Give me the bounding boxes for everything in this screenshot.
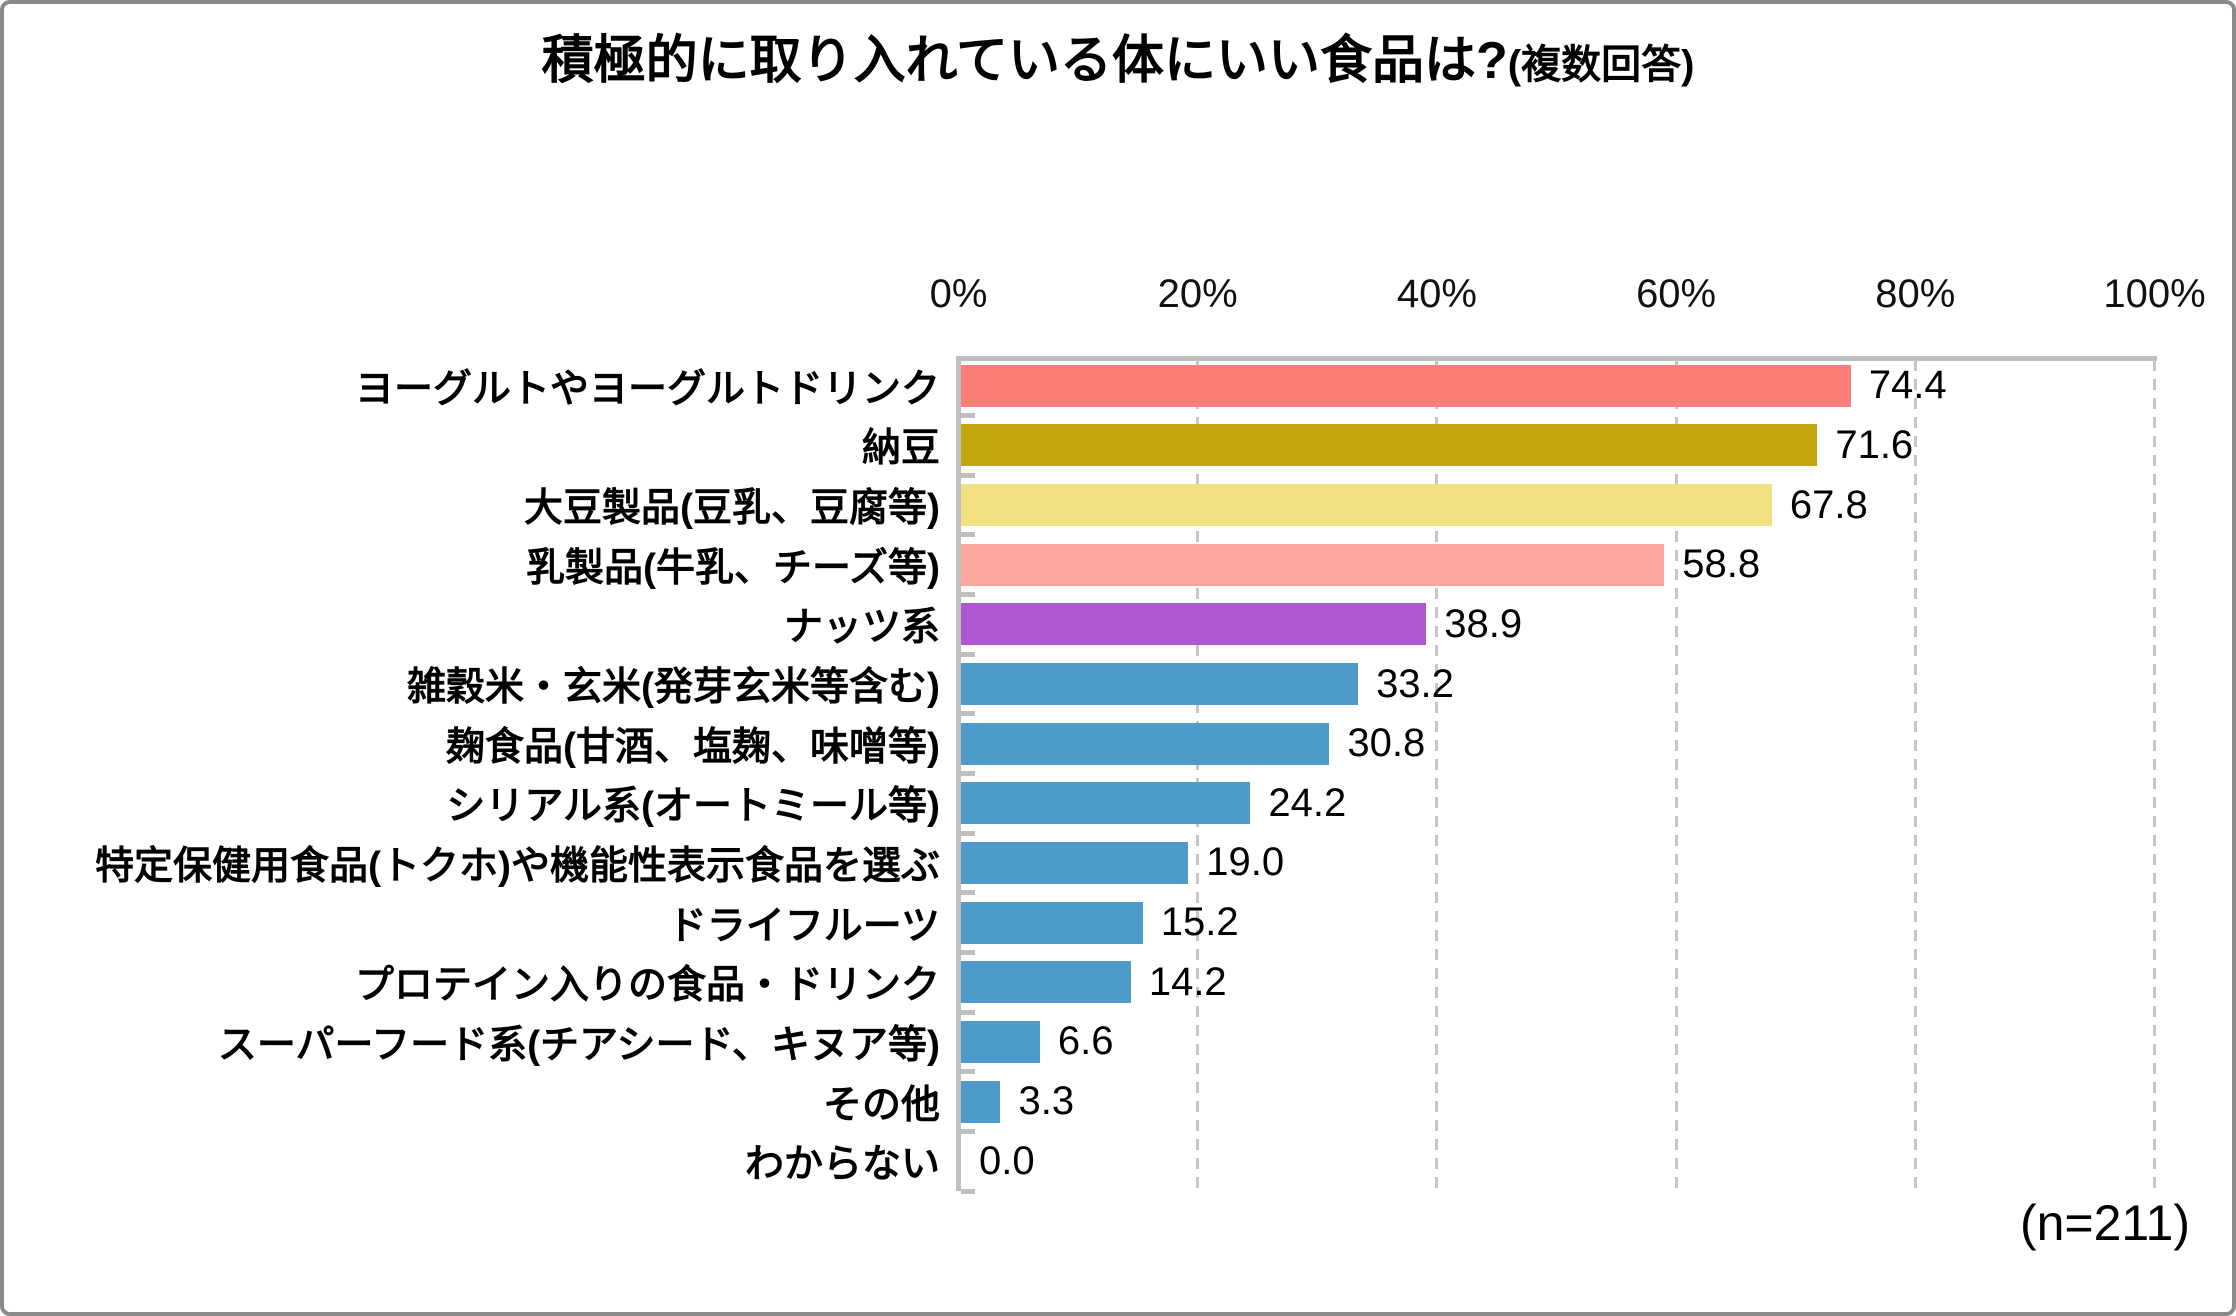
x-axis-tick-label: 0% xyxy=(929,272,988,316)
bar xyxy=(961,364,1851,407)
category-label: 乳製品(牛乳、チーズ等) xyxy=(525,546,940,590)
category-label: 雑穀米・玄米(発芽玄米等含む) xyxy=(407,666,940,710)
category-label: シリアル系(オートミール等) xyxy=(446,785,940,829)
gridline xyxy=(1196,360,1200,1191)
category-axis-line xyxy=(956,356,961,1191)
x-axis-tick-label: 40% xyxy=(1396,272,1477,316)
bar xyxy=(961,961,1131,1004)
bar xyxy=(961,782,1251,825)
bar xyxy=(961,1020,1040,1063)
value-label: 24.2 xyxy=(1268,780,1347,825)
value-label: 3.3 xyxy=(1018,1079,1075,1124)
value-label: 71.6 xyxy=(1835,422,1914,467)
category-label: 特定保健用食品(トクホ)や機能性表示食品を選ぶ xyxy=(95,844,940,888)
x-axis-tick-label: 80% xyxy=(1875,272,1956,316)
bar xyxy=(961,603,1427,646)
bar xyxy=(961,543,1665,586)
plot-area: 74.4 71.6 67.8 58.8 38.9 33.2 30.8 24.2 19.0 15.2… xyxy=(956,356,2157,1194)
category-axis-tick xyxy=(961,830,975,836)
category-label: その他 xyxy=(822,1083,940,1127)
category-label: ドライフルーツ xyxy=(667,904,940,948)
category-axis-tick xyxy=(961,1188,975,1194)
category-axis-tick xyxy=(961,472,975,478)
value-label: 30.8 xyxy=(1347,721,1426,766)
category-label: わからない xyxy=(744,1143,940,1187)
gridline xyxy=(1674,360,1678,1191)
category-axis-tick xyxy=(961,1069,975,1075)
gridline xyxy=(1913,360,1917,1191)
category-label: ナッツ系 xyxy=(783,606,940,650)
category-axis-tick xyxy=(961,1128,975,1134)
category-label: プロテイン入りの食品・ドリンク xyxy=(354,964,940,1008)
bar xyxy=(961,901,1143,944)
gridline xyxy=(1435,360,1439,1191)
category-label: 麹食品(甘酒、塩麹、味噌等) xyxy=(446,725,940,769)
category-label: ヨーグルトやヨーグルトドリンク xyxy=(354,367,940,411)
value-label: 19.0 xyxy=(1206,840,1285,885)
category-axis-tick xyxy=(961,890,975,896)
sample-size-note: (n=211) xyxy=(2019,1195,2190,1251)
value-label: 33.2 xyxy=(1376,661,1454,706)
category-label: 納豆 xyxy=(861,427,940,471)
x-axis-tick-label: 100% xyxy=(2103,272,2206,316)
category-axis-tick xyxy=(961,532,975,538)
value-label: 6.6 xyxy=(1057,1019,1114,1064)
category-axis-tick xyxy=(961,413,975,419)
category-label: 大豆製品(豆乳、豆腐等) xyxy=(524,487,940,531)
plot-top-border xyxy=(956,356,2157,361)
chart-title-main: 積極的に取り入れている体にいい食品は? xyxy=(541,32,1508,90)
value-label: 0.0 xyxy=(979,1138,1035,1183)
bar xyxy=(961,424,1818,467)
value-label: 67.8 xyxy=(1789,482,1868,527)
value-label: 14.2 xyxy=(1148,959,1227,1004)
category-axis-tick xyxy=(961,771,975,776)
category-axis-tick xyxy=(961,1009,975,1015)
category-axis-tick xyxy=(961,949,975,955)
bar xyxy=(961,841,1189,884)
bar xyxy=(961,722,1330,765)
value-label: 38.9 xyxy=(1444,601,1523,646)
value-label: 74.4 xyxy=(1868,363,1947,408)
value-label: 58.8 xyxy=(1682,542,1761,587)
x-axis-tick-label: 20% xyxy=(1157,272,1238,316)
bar xyxy=(961,1080,1001,1123)
chart-title-suffix: (複数回答) xyxy=(1507,43,1695,87)
chart-title: 積極的に取り入れている体にいい食品は?(複数回答) xyxy=(4,30,2232,92)
category-axis-tick xyxy=(961,711,975,717)
category-axis-tick xyxy=(961,592,975,598)
bar xyxy=(961,484,1772,527)
category-axis-tick xyxy=(961,651,975,657)
category-label: スーパーフード系(チアシード、キヌア等) xyxy=(217,1023,940,1067)
value-label: 15.2 xyxy=(1160,900,1239,945)
bar xyxy=(961,663,1359,706)
gridline xyxy=(2153,360,2156,1191)
x-axis-tick-label: 60% xyxy=(1636,272,1717,316)
